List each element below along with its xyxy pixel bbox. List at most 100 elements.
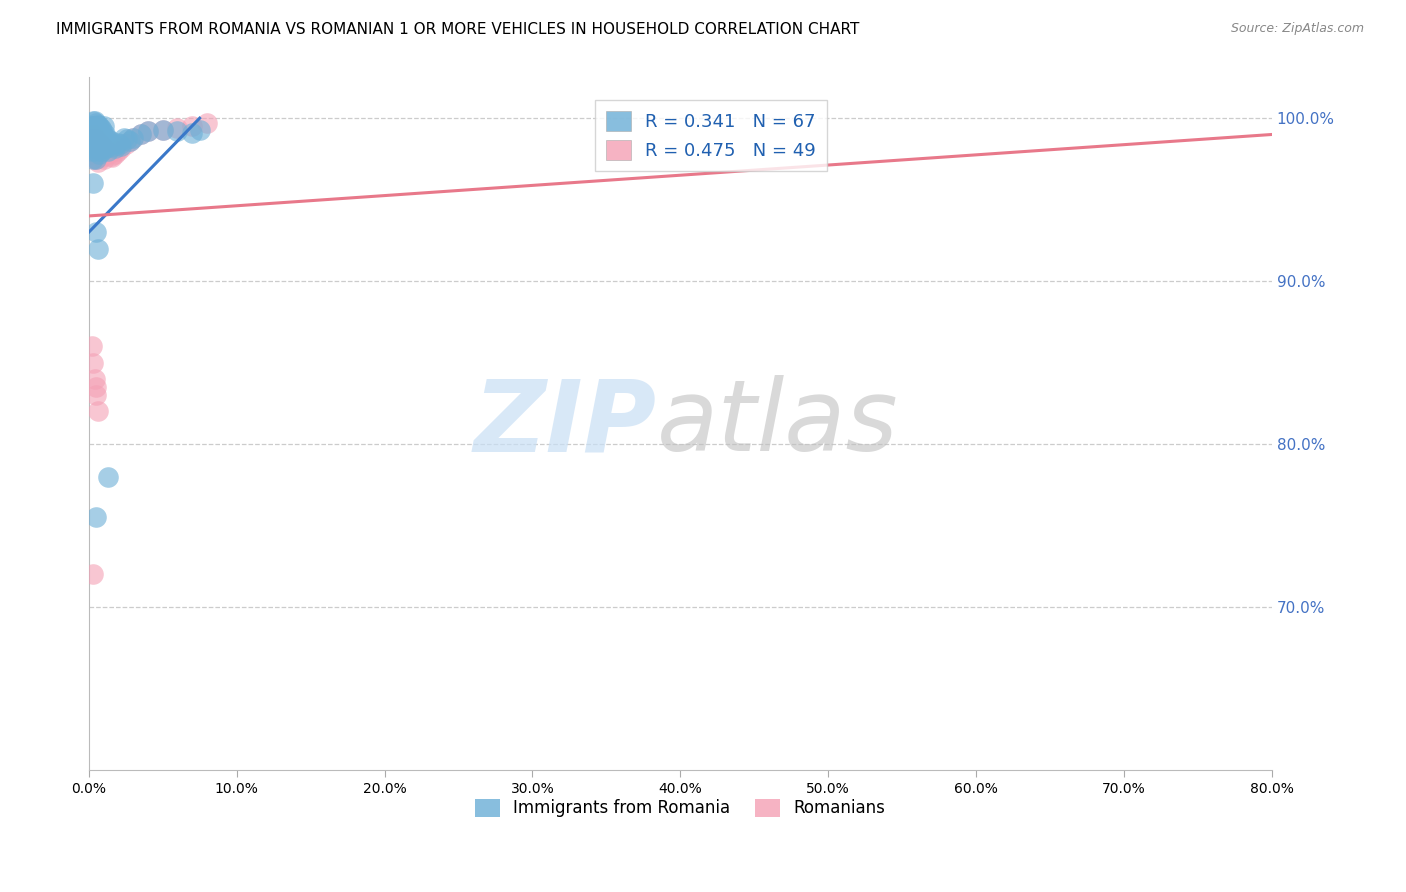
Point — [93, 130, 115, 145]
Point — [82, 137, 104, 152]
Point — [83, 152, 105, 166]
Point — [84, 140, 107, 154]
Text: ZIP: ZIP — [474, 376, 657, 472]
Text: IMMIGRANTS FROM ROMANIA VS ROMANIAN 1 OR MORE VEHICLES IN HOUSEHOLD CORRELATION : IMMIGRANTS FROM ROMANIA VS ROMANIAN 1 OR… — [56, 22, 859, 37]
Point — [96, 144, 118, 158]
Point — [82, 147, 104, 161]
Point — [97, 132, 120, 146]
Point — [104, 147, 127, 161]
Point — [82, 177, 104, 191]
Point — [93, 120, 115, 134]
Point — [80, 339, 103, 353]
Point — [80, 140, 103, 154]
Point — [79, 147, 101, 161]
Point — [86, 144, 108, 158]
Point — [87, 136, 110, 150]
Point — [82, 567, 104, 582]
Point — [84, 510, 107, 524]
Point — [87, 136, 110, 150]
Point — [82, 128, 104, 142]
Point — [107, 144, 129, 158]
Point — [181, 120, 204, 134]
Point — [91, 132, 114, 146]
Point — [84, 380, 107, 394]
Point — [98, 136, 121, 150]
Point — [122, 130, 145, 145]
Point — [136, 124, 159, 138]
Point — [90, 130, 112, 145]
Point — [181, 126, 204, 140]
Point — [115, 132, 138, 146]
Point — [83, 140, 105, 154]
Point — [90, 120, 112, 135]
Point — [108, 137, 131, 152]
Point — [112, 130, 135, 145]
Point — [80, 120, 103, 134]
Point — [129, 128, 152, 142]
Point — [84, 388, 107, 402]
Point — [84, 116, 107, 130]
Point — [94, 128, 117, 142]
Point — [83, 132, 105, 146]
Point — [97, 145, 120, 160]
Point — [82, 152, 104, 166]
Point — [79, 136, 101, 150]
Point — [82, 120, 104, 134]
Point — [84, 130, 107, 145]
Point — [86, 404, 108, 418]
Point — [80, 130, 103, 145]
Point — [83, 372, 105, 386]
Point — [83, 140, 105, 154]
Point — [87, 147, 110, 161]
Point — [188, 122, 211, 136]
Point — [96, 140, 118, 154]
Point — [84, 136, 107, 150]
Point — [84, 152, 107, 166]
Point — [152, 122, 174, 136]
Point — [96, 130, 118, 145]
Point — [136, 124, 159, 138]
Text: Source: ZipAtlas.com: Source: ZipAtlas.com — [1230, 22, 1364, 36]
Point — [104, 140, 127, 154]
Point — [114, 137, 136, 152]
Point — [101, 137, 124, 152]
Point — [90, 137, 112, 152]
Point — [129, 128, 152, 142]
Point — [87, 147, 110, 161]
Point — [86, 134, 108, 148]
Point — [86, 242, 108, 256]
Legend: Immigrants from Romania, Romanians: Immigrants from Romania, Romanians — [468, 792, 893, 824]
Point — [91, 122, 114, 136]
Point — [84, 144, 107, 158]
Point — [97, 144, 120, 158]
Point — [87, 120, 110, 134]
Point — [83, 114, 105, 128]
Point — [110, 139, 132, 153]
Point — [110, 140, 132, 154]
Point — [80, 136, 103, 150]
Point — [93, 140, 115, 154]
Point — [86, 124, 108, 138]
Point — [84, 128, 107, 142]
Point — [86, 118, 108, 132]
Point — [84, 152, 107, 166]
Point — [101, 150, 124, 164]
Point — [79, 128, 101, 142]
Point — [97, 469, 120, 483]
Point — [82, 128, 104, 142]
Point — [82, 136, 104, 150]
Point — [83, 120, 105, 134]
Point — [84, 120, 107, 134]
Point — [107, 136, 129, 150]
Point — [94, 142, 117, 156]
Point — [90, 140, 112, 154]
Text: atlas: atlas — [657, 376, 898, 472]
Point — [86, 140, 108, 154]
Point — [91, 144, 114, 158]
Point — [93, 152, 115, 166]
Point — [100, 149, 122, 163]
Point — [80, 128, 103, 142]
Point — [82, 114, 104, 128]
Point — [166, 124, 188, 138]
Point — [82, 356, 104, 370]
